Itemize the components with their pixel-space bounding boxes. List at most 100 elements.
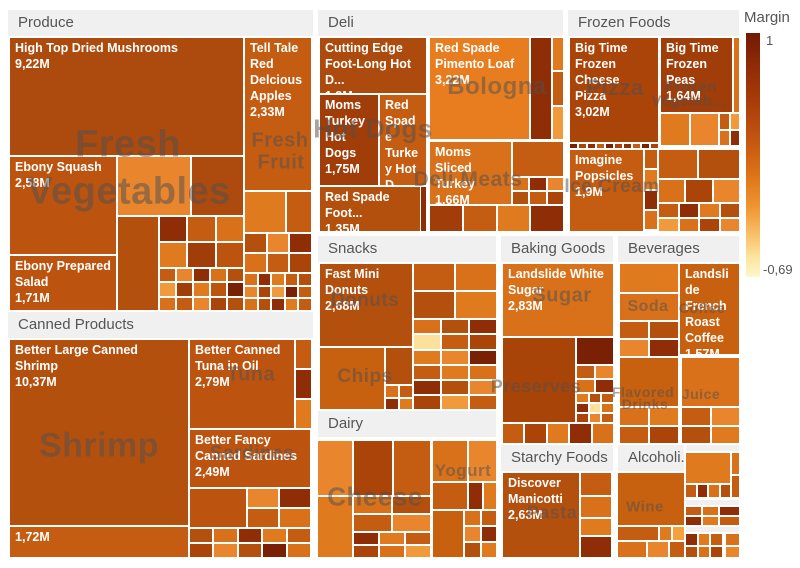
treemap-cell[interactable] — [720, 130, 729, 145]
treemap-cell[interactable] — [726, 534, 739, 545]
treemap-cell[interactable] — [296, 400, 311, 428]
treemap-cell[interactable] — [581, 497, 611, 517]
treemap-cell[interactable] — [730, 114, 739, 129]
treemap-cell[interactable]: Landslide White Sugar 2,83M — [503, 264, 613, 336]
treemap-cell[interactable] — [470, 320, 496, 334]
group-header-dairy[interactable]: Dairy — [318, 411, 496, 437]
treemap-cell[interactable] — [570, 424, 591, 443]
treemap-cell[interactable] — [470, 350, 496, 364]
treemap-cell[interactable] — [645, 150, 657, 169]
treemap-cell[interactable] — [285, 286, 298, 298]
treemap-cell[interactable] — [581, 473, 611, 495]
treemap-cell[interactable]: Big Time Frozen Cheese Pizza 3,02M — [570, 38, 658, 142]
treemap-cell[interactable] — [592, 424, 613, 443]
treemap-cell[interactable] — [380, 546, 404, 557]
treemap-cell[interactable] — [709, 485, 719, 497]
treemap-cell[interactable] — [553, 72, 563, 105]
treemap-cell[interactable] — [299, 286, 311, 298]
treemap-cell[interactable] — [430, 206, 462, 231]
treemap-cell[interactable] — [299, 299, 311, 310]
treemap-cell[interactable] — [483, 483, 496, 509]
treemap-cell[interactable]: Better Fancy Canned Sardines 2,49M — [190, 430, 310, 487]
treemap-cell[interactable]: Moms Sliced Turkey 1,66M — [430, 142, 511, 204]
treemap-cell[interactable] — [287, 192, 311, 232]
treemap-cell[interactable] — [414, 366, 440, 379]
treemap-cell[interactable] — [661, 114, 689, 145]
treemap-cell[interactable] — [433, 511, 463, 557]
treemap-cell[interactable] — [682, 408, 710, 425]
treemap-cell[interactable] — [720, 485, 730, 497]
treemap-cell[interactable] — [406, 546, 430, 557]
treemap-cell[interactable] — [267, 254, 289, 272]
treemap-cell[interactable] — [659, 218, 678, 231]
treemap-cell[interactable] — [318, 441, 352, 495]
treemap-cell[interactable] — [697, 485, 707, 497]
treemap-cell[interactable]: Big Time Frozen Peas 1,64M — [661, 38, 732, 112]
treemap-cell[interactable] — [442, 396, 468, 409]
treemap-cell[interactable] — [481, 511, 496, 525]
treemap-cell[interactable] — [258, 286, 271, 298]
treemap-cell[interactable] — [211, 283, 226, 296]
group-header-frozen-foods[interactable]: Frozen Foods — [568, 10, 739, 36]
treemap-cell[interactable]: Ebony Squash 2,58M — [10, 157, 116, 254]
treemap-cell[interactable] — [299, 274, 311, 285]
treemap-cell[interactable] — [650, 426, 678, 443]
treemap-cell[interactable] — [469, 483, 482, 509]
treemap-cell[interactable] — [597, 144, 604, 148]
treemap-cell[interactable] — [272, 274, 284, 285]
treemap-cell[interactable] — [679, 204, 698, 217]
treemap-cell[interactable] — [691, 114, 718, 145]
treemap-cell[interactable] — [679, 218, 698, 231]
treemap-cell[interactable] — [530, 192, 546, 204]
treemap-cell[interactable] — [686, 546, 697, 557]
treemap-cell[interactable] — [190, 529, 213, 542]
treemap-cell[interactable] — [602, 414, 613, 422]
treemap-cell[interactable] — [581, 537, 611, 557]
treemap-cell[interactable] — [602, 404, 613, 412]
treemap-cell[interactable] — [442, 350, 468, 364]
treemap-cell[interactable] — [720, 204, 739, 217]
treemap-cell[interactable]: Red Spade Turkey Hot D...1,42M — [380, 95, 426, 185]
treemap-cell[interactable] — [581, 519, 611, 535]
treemap-cell[interactable]: Landslide French Roast Coffee 1,57M — [680, 264, 739, 354]
treemap-cell[interactable] — [290, 234, 311, 252]
treemap-cell[interactable] — [470, 335, 496, 349]
treemap-cell[interactable] — [589, 404, 601, 412]
treemap-cell[interactable] — [645, 210, 657, 229]
treemap-cell[interactable] — [228, 283, 243, 296]
treemap-cell[interactable] — [414, 381, 440, 394]
treemap-cell[interactable] — [160, 269, 175, 282]
treemap-cell[interactable]: Moms Turkey Hot Dogs 1,75M — [320, 95, 378, 185]
treemap-cell[interactable]: Red Spade Foot... 1,35M — [320, 187, 420, 231]
treemap-cell[interactable] — [245, 286, 257, 298]
treemap-cell[interactable] — [267, 234, 289, 252]
treemap-cell[interactable] — [570, 144, 577, 148]
treemap-cell[interactable]: High Top Dried Mushrooms 9,22M — [10, 38, 243, 155]
treemap-cell[interactable] — [650, 340, 678, 356]
treemap-cell[interactable]: Better Canned Tuna in Oil 2,79M — [190, 340, 294, 428]
treemap-cell[interactable] — [618, 527, 658, 540]
treemap-cell[interactable] — [620, 322, 648, 338]
treemap-cell[interactable] — [272, 299, 284, 310]
treemap-cell[interactable] — [406, 533, 430, 544]
treemap-cell[interactable] — [732, 476, 739, 497]
treemap-cell[interactable] — [386, 386, 398, 397]
treemap-cell[interactable] — [354, 533, 378, 544]
treemap-cell[interactable] — [682, 358, 739, 406]
treemap-cell[interactable] — [118, 157, 190, 215]
treemap-cell[interactable] — [659, 180, 685, 202]
group-header-baking-goods[interactable]: Baking Goods — [501, 236, 613, 262]
treemap-cell[interactable] — [245, 254, 266, 272]
treemap-cell[interactable] — [620, 340, 648, 356]
treemap-cell[interactable] — [670, 542, 684, 557]
treemap-cell[interactable] — [513, 178, 529, 190]
treemap-cell[interactable] — [686, 507, 701, 515]
treemap-cell[interactable] — [238, 529, 262, 542]
treemap-cell[interactable] — [698, 546, 710, 557]
treemap-cell[interactable] — [320, 348, 384, 409]
treemap-cell[interactable] — [287, 544, 310, 557]
treemap-cell[interactable] — [547, 192, 563, 204]
treemap-cell[interactable] — [547, 178, 563, 190]
treemap-cell[interactable] — [711, 426, 739, 443]
treemap-cell[interactable] — [228, 269, 243, 282]
